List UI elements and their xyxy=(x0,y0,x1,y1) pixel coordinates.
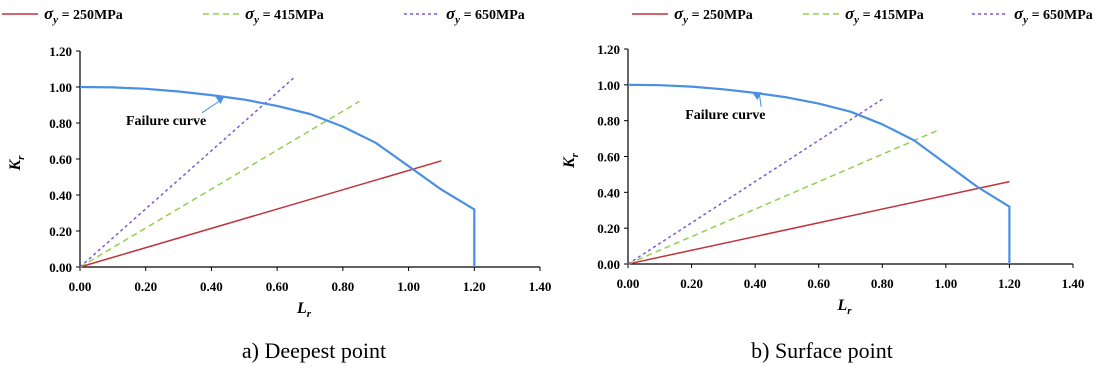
y-tick-label: 1.20 xyxy=(49,44,72,59)
panel-caption: b) Surface point xyxy=(751,338,893,363)
series-line-1 xyxy=(79,160,442,268)
annotation-label: Failure curve xyxy=(685,108,765,123)
annotation-arrow xyxy=(759,94,762,107)
y-tick-label: 0.60 xyxy=(49,152,72,167)
chart-panel-a: 0.00 0.20 0.40 0.60 0.80 1.00 1.20 1.40 0.00 0.20… xyxy=(7,44,551,363)
panel-caption: a) Deepest point xyxy=(242,338,386,363)
x-tick-label: 0.80 xyxy=(331,279,354,294)
x-tick-label: 0.00 xyxy=(69,279,92,294)
x-axis-title: Lr xyxy=(836,297,852,317)
x-tick-label: 1.00 xyxy=(397,279,420,294)
annotation-arrow-head xyxy=(215,96,225,104)
series-line-1 xyxy=(627,180,1010,265)
series-line-2 xyxy=(627,128,940,265)
y-tick-label: 0.20 xyxy=(49,224,72,239)
x-tick-label: 0.40 xyxy=(200,279,223,294)
y-tick-label: 1.00 xyxy=(49,80,72,95)
y-axis-title: Kr xyxy=(561,152,581,169)
series-line-3 xyxy=(627,98,883,265)
x-tick-label: 1.20 xyxy=(998,276,1021,291)
x-tick-label: 1.20 xyxy=(463,279,486,294)
failure-curve-line xyxy=(627,83,1011,264)
x-tick-label: 0.60 xyxy=(807,276,830,291)
y-tick-label: 0.00 xyxy=(597,257,620,272)
legend-a: σy = 250MPa σy = 415MPa σy = 650MPa xyxy=(2,4,525,26)
annotation-arrow-head xyxy=(752,92,762,100)
legend-b: σy = 250MPa σy = 415MPa σy = 650MPa xyxy=(632,4,1093,26)
y-tick-label: 1.20 xyxy=(597,42,620,57)
legend-entry: σy = 250MPa xyxy=(674,4,753,26)
x-tick-label: 0.00 xyxy=(617,276,640,291)
x-tick-label: 0.40 xyxy=(744,276,767,291)
failure-curve-line xyxy=(79,85,476,267)
chart-panel-b: 0.00 0.20 0.40 0.60 0.80 1.00 1.20 1.40 0.00 0.20… xyxy=(561,42,1084,363)
legend-entry: σy = 415MPa xyxy=(845,4,924,26)
x-tick-label: 1.00 xyxy=(934,276,957,291)
y-tick-label: 0.40 xyxy=(597,185,620,200)
y-tick-label: 0.00 xyxy=(49,260,72,275)
x-axis-title: Lr xyxy=(296,300,312,320)
legend-entry: σy = 650MPa xyxy=(446,4,525,26)
y-tick-label: 0.60 xyxy=(597,150,620,165)
x-tick-label: 0.60 xyxy=(266,279,289,294)
legend-entry: σy = 650MPa xyxy=(1014,4,1093,26)
x-tick-label: 0.20 xyxy=(680,276,703,291)
x-tick-label: 0.20 xyxy=(134,279,157,294)
x-tick-label: 0.80 xyxy=(871,276,894,291)
series-line-3 xyxy=(79,77,295,268)
x-tick-label: 1.40 xyxy=(529,279,552,294)
annotation-label: Failure curve xyxy=(126,114,206,129)
y-axis-title: Kr xyxy=(7,155,27,172)
y-tick-label: 0.80 xyxy=(597,114,620,129)
y-tick-label: 1.00 xyxy=(597,78,620,93)
series-line-2 xyxy=(79,100,360,268)
legend-entry: σy = 415MPa xyxy=(245,4,324,26)
y-tick-label: 0.80 xyxy=(49,116,72,131)
x-tick-label: 1.40 xyxy=(1062,276,1085,291)
legend-entry: σy = 250MPa xyxy=(44,4,123,26)
y-tick-label: 0.40 xyxy=(49,188,72,203)
y-tick-label: 0.20 xyxy=(597,221,620,236)
